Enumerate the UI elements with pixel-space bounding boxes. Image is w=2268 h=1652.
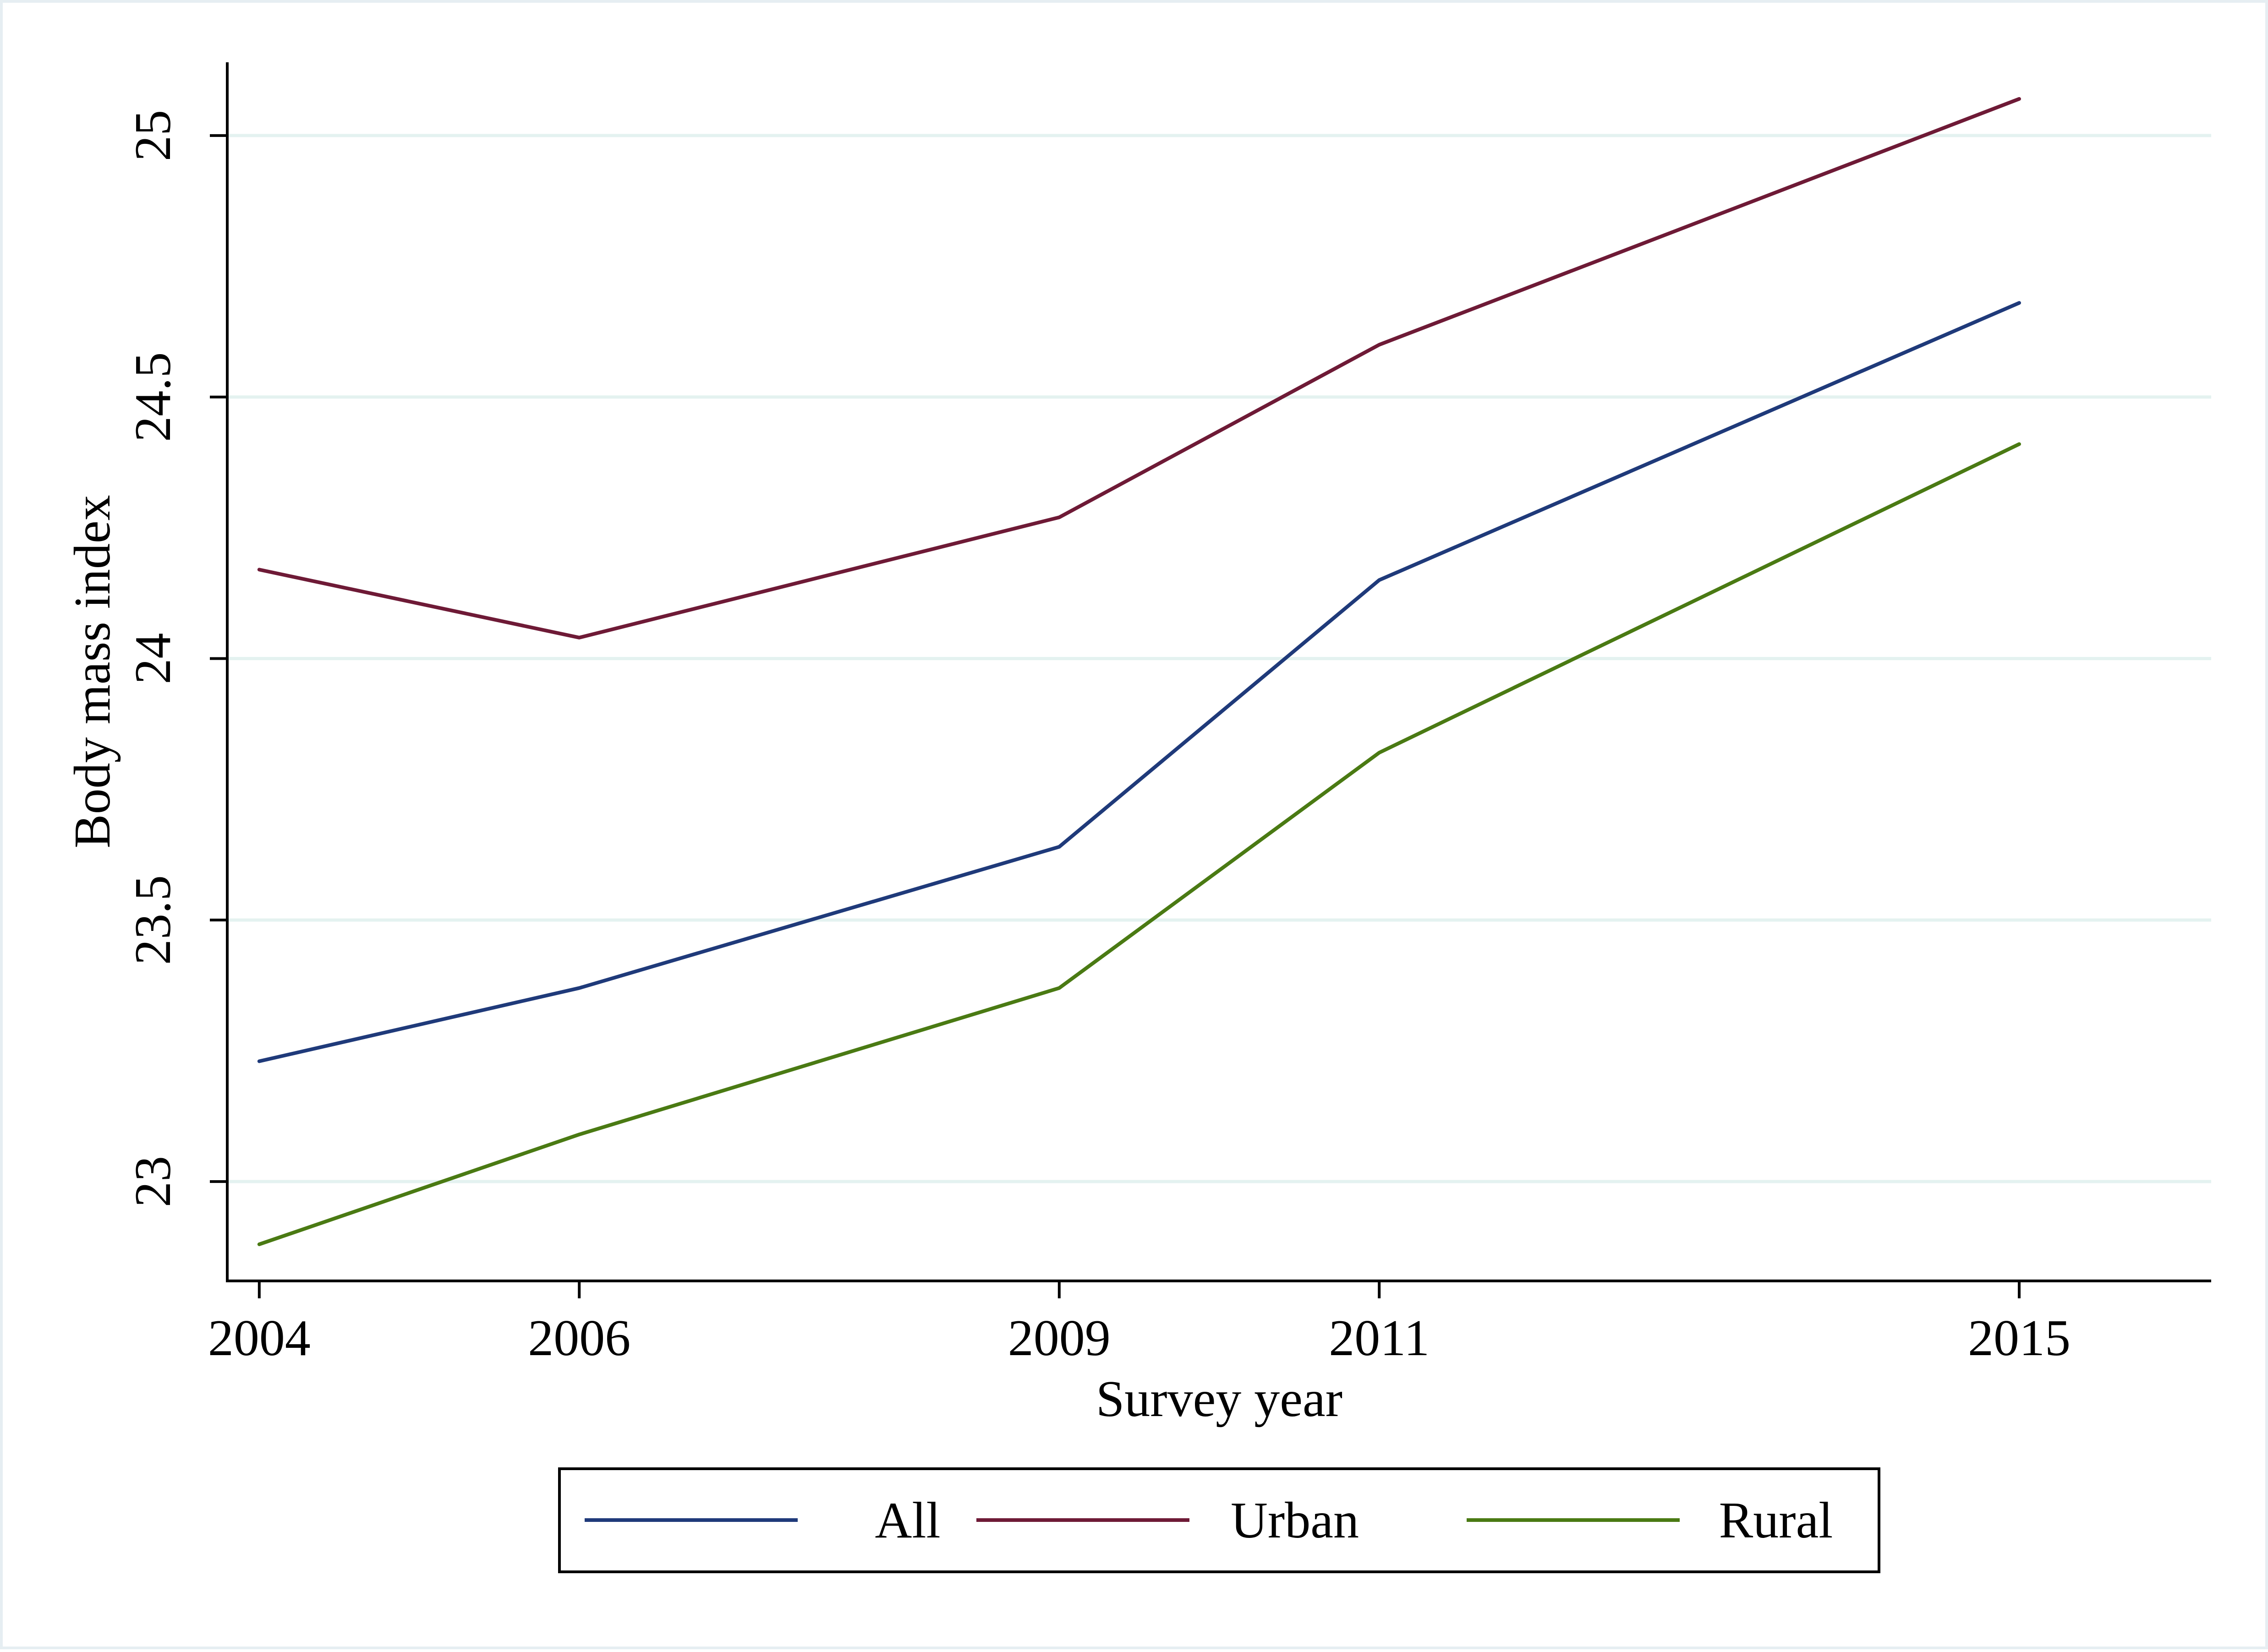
- legend: All Urban Rural: [558, 1467, 1880, 1573]
- y-tick-label: 23: [125, 1156, 181, 1207]
- x-tick-label: 2006: [528, 1310, 630, 1367]
- series-line-urban: [257, 97, 2021, 640]
- legend-items: All Urban Rural: [585, 1492, 1833, 1549]
- y-tick-label: 25: [125, 110, 181, 161]
- y-tick-label: 23.5: [125, 875, 181, 965]
- series-line-all: [257, 301, 2021, 1063]
- y-axis-title: Body mass index: [64, 495, 121, 848]
- y-tick-label: 24.5: [125, 352, 181, 442]
- axes: [226, 62, 2211, 1282]
- x-tick-label: 2009: [1008, 1310, 1111, 1367]
- gridlines: [227, 134, 2211, 1183]
- legend-label-urban: Urban: [1231, 1492, 1359, 1549]
- legend-label-all: All: [875, 1492, 940, 1549]
- y-axis-ticks: 23 23.5 24 24.5 25: [125, 110, 227, 1207]
- series-line-rural: [257, 442, 2021, 1247]
- legend-label-rural: Rural: [1719, 1492, 1833, 1549]
- line-chart: 2004 2006 2009 2011 2015 23 23.5 24 24.5 25 Surv…: [64, 62, 2211, 1573]
- x-tick-label: 2015: [1968, 1310, 2071, 1367]
- x-axis-title: Survey year: [1096, 1371, 1342, 1428]
- x-tick-label: 2004: [208, 1310, 311, 1367]
- x-axis-ticks: 2004 2006 2009 2011 2015: [208, 1281, 2071, 1367]
- x-tick-label: 2011: [1329, 1310, 1430, 1367]
- series-lines: [257, 97, 2021, 1247]
- y-tick-label: 24: [125, 633, 181, 684]
